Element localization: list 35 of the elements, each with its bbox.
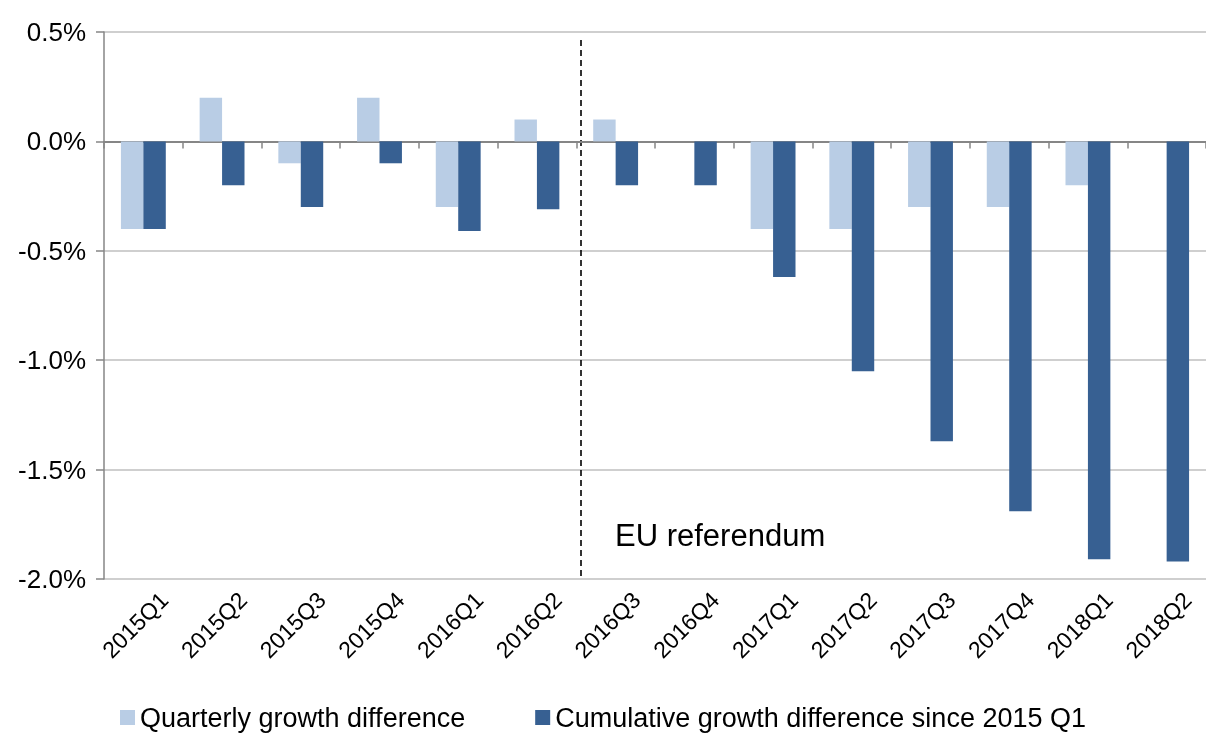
y-tick-label: -0.5% [18,235,86,266]
bar [1009,141,1032,512]
y-tick-label: -1.0% [18,345,86,376]
bar [773,141,796,278]
bar [1065,141,1088,186]
bar [694,141,717,186]
bar [379,141,402,164]
y-tick-label: 0.0% [26,126,86,157]
bar [514,119,537,142]
bar [750,141,774,229]
bar [930,141,953,442]
bar [536,141,560,210]
bar [120,141,144,229]
bar [458,141,481,232]
bar [435,141,459,208]
y-tick-label: -1.5% [18,454,86,485]
bar [593,119,616,142]
bar [357,97,380,142]
bar [986,141,1010,208]
bar [908,141,931,208]
bar [199,97,223,142]
bar [222,141,245,186]
bar [851,141,875,372]
y-tick-label: -2.0% [18,564,86,594]
legend-label: Cumulative growth difference since 2015 Q1 [555,702,1086,733]
bar [278,141,301,164]
legend-label: Quarterly growth difference [140,702,466,733]
bar [300,141,324,208]
bar [143,141,166,229]
y-tick-label: 0.5% [26,17,86,47]
bar [1087,141,1111,560]
bar [615,141,639,186]
bar [829,141,852,229]
ref-line-label: EU referendum [615,517,826,553]
bar [1166,141,1190,562]
